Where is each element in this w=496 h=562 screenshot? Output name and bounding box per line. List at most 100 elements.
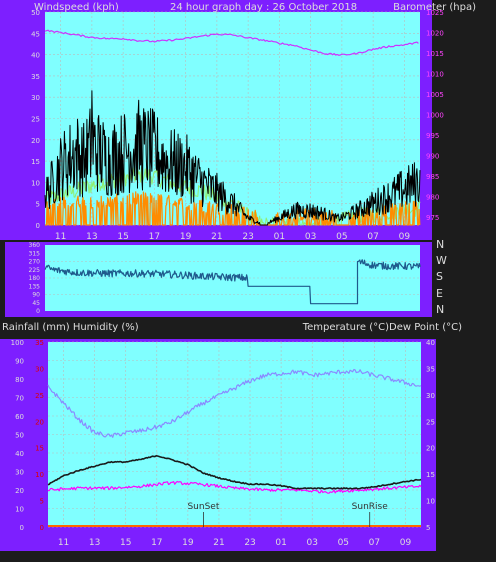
compass-label-n-top: N bbox=[436, 238, 444, 251]
humidity-tick-label: 100 bbox=[11, 339, 24, 347]
barometer-tick-label: 1000 bbox=[426, 111, 444, 119]
sunrise-label: SunRise bbox=[352, 502, 389, 512]
sunset-label: SunSet bbox=[187, 502, 219, 512]
barometer-tick-label: 985 bbox=[426, 173, 439, 181]
wind-tick-label: 45 bbox=[31, 30, 40, 38]
bottom-x-axis-ticks: 11 13 15 17 19 21 23 01 03 05 07 09 bbox=[58, 538, 412, 548]
bottom-x-tick-label: 07 bbox=[369, 538, 380, 548]
temperature-tick-label: 5 bbox=[426, 524, 430, 532]
bottom-x-tick-label: 15 bbox=[120, 538, 131, 548]
top-x-axis-ticks: 11 13 15 17 19 21 23 01 03 05 07 09 bbox=[55, 232, 410, 242]
top-x-tick-label: 19 bbox=[180, 232, 192, 242]
direction-tick-label: 135 bbox=[29, 283, 41, 290]
compass-label-s: S bbox=[436, 270, 443, 283]
compass-label-e: E bbox=[436, 287, 443, 300]
bottom-x-tick-label: 03 bbox=[306, 538, 317, 548]
rain-tick-label: 5 bbox=[40, 498, 44, 506]
rain-tick-label: 20 bbox=[35, 418, 44, 426]
bottom-x-tick-label: 09 bbox=[400, 538, 412, 548]
bottom-x-tick-label: 17 bbox=[151, 538, 162, 548]
humidity-tick-label: 30 bbox=[15, 469, 24, 477]
direction-series bbox=[44, 259, 421, 305]
barometer-tick-label: 990 bbox=[426, 152, 439, 160]
compass-label-w: W bbox=[436, 254, 447, 267]
rain-tick-label: 0 bbox=[40, 524, 44, 532]
rain-tick-label: 25 bbox=[35, 392, 44, 400]
direction-tick-label: 360 bbox=[29, 242, 41, 249]
humidity-tick-label: 40 bbox=[15, 450, 24, 458]
wind-tick-label: 25 bbox=[31, 116, 40, 124]
top-x-tick-label: 17 bbox=[149, 232, 160, 242]
bottom-right-title: Temperature (°C)Dew Point (°C) bbox=[302, 322, 462, 333]
temperature-tick-label: 40 bbox=[426, 339, 435, 347]
temperature-tick-label: 30 bbox=[426, 392, 435, 400]
barometer-tick-label: 980 bbox=[426, 193, 439, 201]
wind-direction-series bbox=[44, 259, 421, 305]
bottom-x-tick-label: 21 bbox=[213, 538, 224, 548]
barometer-tick-label: 1015 bbox=[426, 50, 444, 58]
direction-tick-label: 180 bbox=[29, 275, 41, 282]
top-x-tick-label: 21 bbox=[211, 232, 222, 242]
humidity-tick-label: 60 bbox=[15, 413, 24, 421]
top-x-tick-label: 11 bbox=[55, 232, 66, 242]
bottom-x-tick-label: 01 bbox=[275, 538, 286, 548]
bottom-x-tick-label: 13 bbox=[89, 538, 100, 548]
barometer-tick-label: 995 bbox=[426, 132, 439, 140]
top-right-title: Barometer (hpa) bbox=[393, 2, 476, 13]
humidity-tick-label: 0 bbox=[20, 524, 24, 532]
barometer-tick-label: 975 bbox=[426, 214, 439, 222]
direction-tick-label: 315 bbox=[29, 250, 41, 257]
direction-tick-label: 0 bbox=[36, 308, 40, 315]
bottom-x-tick-label: 23 bbox=[244, 538, 255, 548]
wind-tick-label: 35 bbox=[31, 73, 40, 81]
wind-tick-label: 5 bbox=[36, 201, 40, 209]
bottom-left-title: Rainfall (mm) Humidity (%) bbox=[2, 322, 139, 333]
top-x-tick-label: 07 bbox=[367, 232, 378, 242]
top-x-tick-label: 23 bbox=[242, 232, 253, 242]
barometer-tick-label: 1020 bbox=[426, 29, 444, 37]
direction-tick-label: 270 bbox=[29, 259, 41, 266]
barometer-series bbox=[44, 29, 419, 56]
top-x-tick-label: 01 bbox=[274, 232, 285, 242]
barometer-tick-label: 1010 bbox=[426, 70, 444, 78]
wind-tick-label: 50 bbox=[31, 9, 40, 17]
wind-tick-label: 20 bbox=[31, 137, 40, 145]
humidity-tick-label: 10 bbox=[15, 506, 24, 514]
temperature-tick-label: 25 bbox=[426, 418, 435, 426]
humidity-tick-label: 90 bbox=[15, 358, 24, 366]
humidity-tick-label: 80 bbox=[15, 376, 24, 384]
rain-tick-label: 35 bbox=[35, 339, 44, 347]
humidity-tick-label: 50 bbox=[15, 432, 24, 440]
humidity-tick-label: 20 bbox=[15, 487, 24, 495]
bottom-plot-area bbox=[48, 342, 421, 527]
bottom-x-tick-label: 05 bbox=[338, 538, 349, 548]
wind-tick-label: 0 bbox=[36, 222, 40, 230]
bottom-grid bbox=[48, 341, 421, 528]
top-left-title: Windspeed (kph) bbox=[34, 2, 119, 13]
direction-tick-label: 90 bbox=[32, 292, 40, 299]
temperature-tick-label: 35 bbox=[426, 365, 435, 373]
rain-tick-label: 30 bbox=[35, 365, 44, 373]
wind-tick-label: 15 bbox=[31, 158, 40, 166]
compass-labels: N W S E N bbox=[436, 238, 447, 316]
top-x-tick-label: 15 bbox=[117, 232, 128, 242]
top-center-title: 24 hour graph day : 26 October 2018 bbox=[170, 2, 357, 13]
top-x-tick-label: 05 bbox=[336, 232, 347, 242]
top-series bbox=[44, 29, 421, 226]
barometer-tick-label: 1025 bbox=[426, 9, 444, 17]
bottom-x-tick-label: 11 bbox=[58, 538, 69, 548]
dew-point-series bbox=[47, 368, 422, 438]
wind-tick-label: 30 bbox=[31, 94, 40, 102]
temperature-tick-label: 15 bbox=[426, 471, 435, 479]
wind-tick-label: 40 bbox=[31, 52, 40, 60]
top-x-tick-label: 03 bbox=[305, 232, 316, 242]
direction-tick-label: 225 bbox=[29, 267, 41, 274]
compass-label-n-bottom: N bbox=[436, 303, 444, 316]
rainfall-humidity-series bbox=[48, 480, 422, 494]
top-x-tick-label: 09 bbox=[399, 232, 411, 242]
humidity-axis-ticks: 0 10 20 30 40 50 60 70 80 90 100 bbox=[11, 339, 24, 532]
rain-axis-ticks: 0 5 10 15 20 25 30 35 bbox=[35, 339, 44, 532]
